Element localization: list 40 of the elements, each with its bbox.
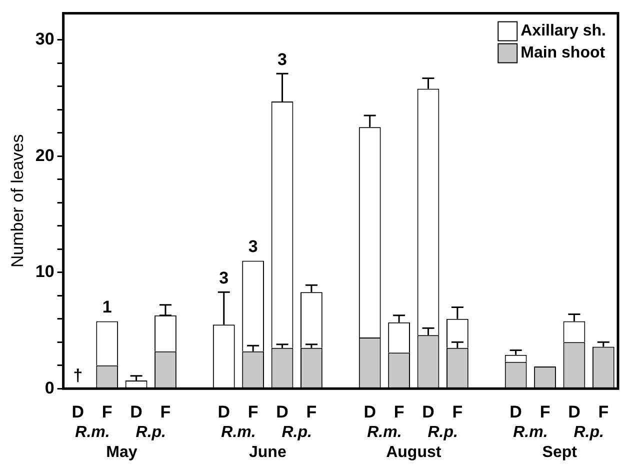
text: R.p. <box>282 424 312 442</box>
x-tick-label: D <box>510 402 522 422</box>
text: May <box>106 444 138 462</box>
x-tick-label: F <box>540 402 550 422</box>
y-axis-title: Number of leaves <box>8 134 27 268</box>
x-tick-label: F <box>394 402 404 422</box>
text: August <box>386 444 442 462</box>
x-tick-label: F <box>102 402 112 422</box>
x-tick-label: D <box>276 402 288 422</box>
x-tick-label: D <box>130 402 142 422</box>
y-tick-label: 10 <box>35 262 54 282</box>
annotation: 1 <box>102 297 112 316</box>
x-tick-label: F <box>160 402 171 422</box>
text: R.p. <box>136 424 166 442</box>
text: R.m. <box>221 424 256 442</box>
annotation: 3 <box>278 50 287 69</box>
annotation: 3 <box>219 268 229 288</box>
text: R.m. <box>513 424 548 442</box>
legend-label: Axillary sh. <box>520 22 606 40</box>
text: R.m. <box>367 424 402 442</box>
x-tick-label: D <box>72 402 84 422</box>
y-tick-label: 30 <box>35 30 54 49</box>
y-tick-label: 20 <box>35 146 54 165</box>
x-tick-label: D <box>364 402 376 422</box>
text: R.p. <box>428 424 458 442</box>
x-tick-label: F <box>452 402 463 422</box>
text: R.m. <box>75 424 110 442</box>
legend-label: Main shoot <box>520 44 606 62</box>
annotation: † <box>73 366 83 385</box>
x-tick-label: F <box>248 402 258 422</box>
text: Sept <box>542 444 578 462</box>
x-tick-label: D <box>218 402 230 422</box>
text: R.p. <box>574 424 604 442</box>
x-tick-label: F <box>306 402 317 422</box>
annotation: 3 <box>248 236 258 256</box>
y-tick-label: 0 <box>44 378 54 398</box>
x-tick-label: D <box>422 402 434 422</box>
text: June <box>248 444 286 462</box>
x-tick-label: D <box>568 402 580 422</box>
x-tick-label: F <box>598 402 609 422</box>
